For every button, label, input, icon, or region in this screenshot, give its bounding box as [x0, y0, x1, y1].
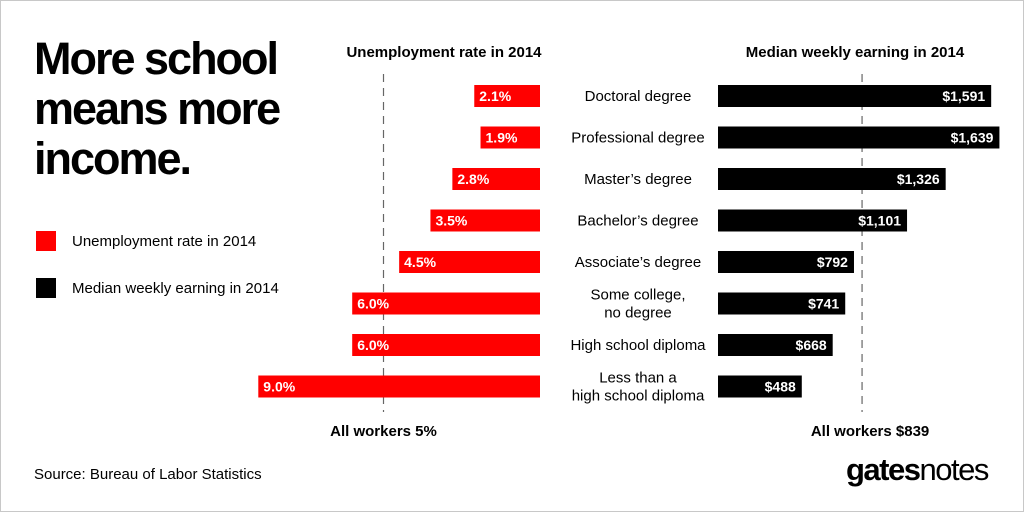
category-label: Associate’s degree — [575, 254, 701, 271]
category-label: High school diploma — [570, 337, 706, 354]
unemployment-value-label: 2.1% — [479, 88, 511, 104]
category-label: Doctoral degree — [585, 88, 692, 105]
legend-label: Unemployment rate in 2014 — [72, 232, 257, 250]
unemployment-value-label: 1.9% — [486, 130, 518, 146]
unemployment-bar — [352, 334, 540, 356]
earnings-bar — [718, 375, 802, 398]
unemployment-value-label: 6.0% — [357, 296, 389, 312]
category-label: high school diploma — [572, 388, 705, 405]
category-label: Bachelor’s degree — [577, 213, 698, 230]
earnings-bar — [718, 85, 992, 107]
title-line: income. — [34, 133, 192, 184]
unemployment-bar — [430, 209, 540, 232]
earnings-value-label: $1,639 — [951, 130, 994, 146]
unemployment-bar — [399, 251, 540, 273]
unemployment-value-label: 3.5% — [435, 213, 467, 229]
unemployment-bar — [352, 292, 540, 315]
unemployment-panel-title: Unemployment rate in 2014 — [346, 44, 542, 61]
unemployment-value-label: 4.5% — [404, 254, 436, 270]
legend-item-unemployment: Unemployment rate in 2014 — [36, 231, 256, 251]
category-label: Professional degree — [571, 130, 704, 147]
unemployment-bar — [452, 168, 540, 190]
category-label: Master’s degree — [584, 171, 692, 188]
title-line: means more — [34, 83, 281, 134]
earnings-value-label: $1,326 — [897, 171, 940, 187]
earnings-value-label: $668 — [796, 337, 827, 353]
legend-swatch-red — [36, 231, 56, 251]
category-label: no degree — [604, 305, 672, 322]
page-title: More school means more income. — [34, 34, 334, 184]
unemployment-bar — [258, 375, 540, 398]
earnings-bar — [718, 209, 908, 232]
brand-bold: gates — [846, 452, 921, 487]
earnings-panel-title: Median weekly earning in 2014 — [746, 44, 965, 61]
earnings-value-label: $741 — [808, 296, 839, 312]
category-label: Some college, — [590, 287, 685, 304]
earnings-bar — [718, 292, 846, 315]
unemployment-reference-label: All workers 5% — [330, 423, 437, 440]
earnings-value-label: $792 — [817, 254, 848, 270]
title-line: More school — [34, 33, 279, 84]
earnings-bar — [718, 251, 854, 273]
unemployment-bar — [474, 85, 540, 107]
category-label: Less than a — [599, 370, 677, 387]
unemployment-value-label: 2.8% — [457, 171, 489, 187]
unemployment-value-label: 9.0% — [263, 379, 295, 395]
earnings-value-label: $488 — [765, 379, 796, 395]
source-note: Source: Bureau of Labor Statistics — [34, 466, 262, 483]
earnings-value-label: $1,591 — [942, 88, 985, 104]
gatesnotes-logo: gatesnotes — [846, 452, 989, 488]
earnings-reference-label: All workers $839 — [811, 423, 929, 440]
earnings-value-label: $1,101 — [858, 213, 901, 229]
unemployment-value-label: 6.0% — [357, 337, 389, 353]
legend-swatch-black — [36, 278, 56, 298]
earnings-bar — [718, 168, 946, 190]
legend-item-earnings: Median weekly earning in 2014 — [36, 278, 279, 298]
unemployment-bar — [480, 126, 540, 149]
legend-label: Median weekly earning in 2014 — [72, 279, 279, 297]
earnings-bar — [718, 126, 1000, 149]
earnings-bar — [718, 334, 833, 356]
brand-light: notes — [919, 452, 989, 487]
